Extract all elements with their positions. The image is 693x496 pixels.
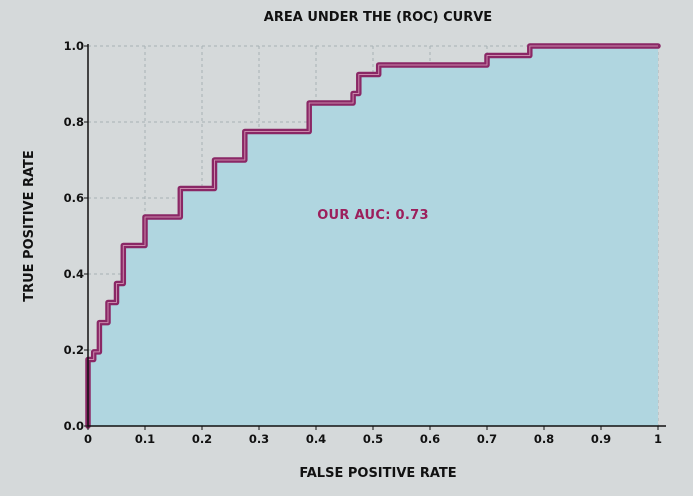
x-tick-label: 0.3: [249, 432, 269, 446]
y-tick-label: 1.0: [64, 39, 84, 53]
y-tick-label: 0.6: [64, 191, 84, 205]
x-tick-labels: 0 0.1 0.2 0.3 0.4 0.5 0.6 0.7 0.8 0.9 1: [84, 432, 662, 446]
x-tick-label: 0.4: [306, 432, 326, 446]
auc-annotation: OUR AUC: 0.73: [317, 208, 429, 223]
chart-title: AREA UNDER THE (ROC) CURVE: [264, 10, 492, 25]
y-axis-label: TRUE POSITIVE RATE: [22, 150, 37, 302]
x-tick-label: 0.8: [534, 432, 554, 446]
y-tick-labels: 0.0 0.2 0.4 0.6 0.8 1.0: [64, 39, 84, 433]
x-tick-label: 0: [84, 432, 92, 446]
x-tick-label: 0.7: [477, 432, 497, 446]
auc-area-fill: [88, 46, 658, 426]
x-tick-label: 0.2: [192, 432, 212, 446]
x-tick-label: 0.6: [420, 432, 440, 446]
y-tick-label: 0.4: [64, 267, 84, 281]
y-tick-label: 0.8: [64, 115, 84, 129]
x-tick-label: 0.9: [591, 432, 611, 446]
y-tick-label: 0.0: [64, 419, 84, 433]
x-tick-label: 1: [654, 432, 662, 446]
axes: [84, 44, 666, 430]
x-tick-label: 0.5: [363, 432, 383, 446]
x-tick-label: 0.1: [135, 432, 155, 446]
roc-curve-highlight: [87, 45, 658, 426]
y-tick-label: 0.2: [64, 343, 84, 357]
x-axis-label: FALSE POSITIVE RATE: [299, 466, 456, 481]
